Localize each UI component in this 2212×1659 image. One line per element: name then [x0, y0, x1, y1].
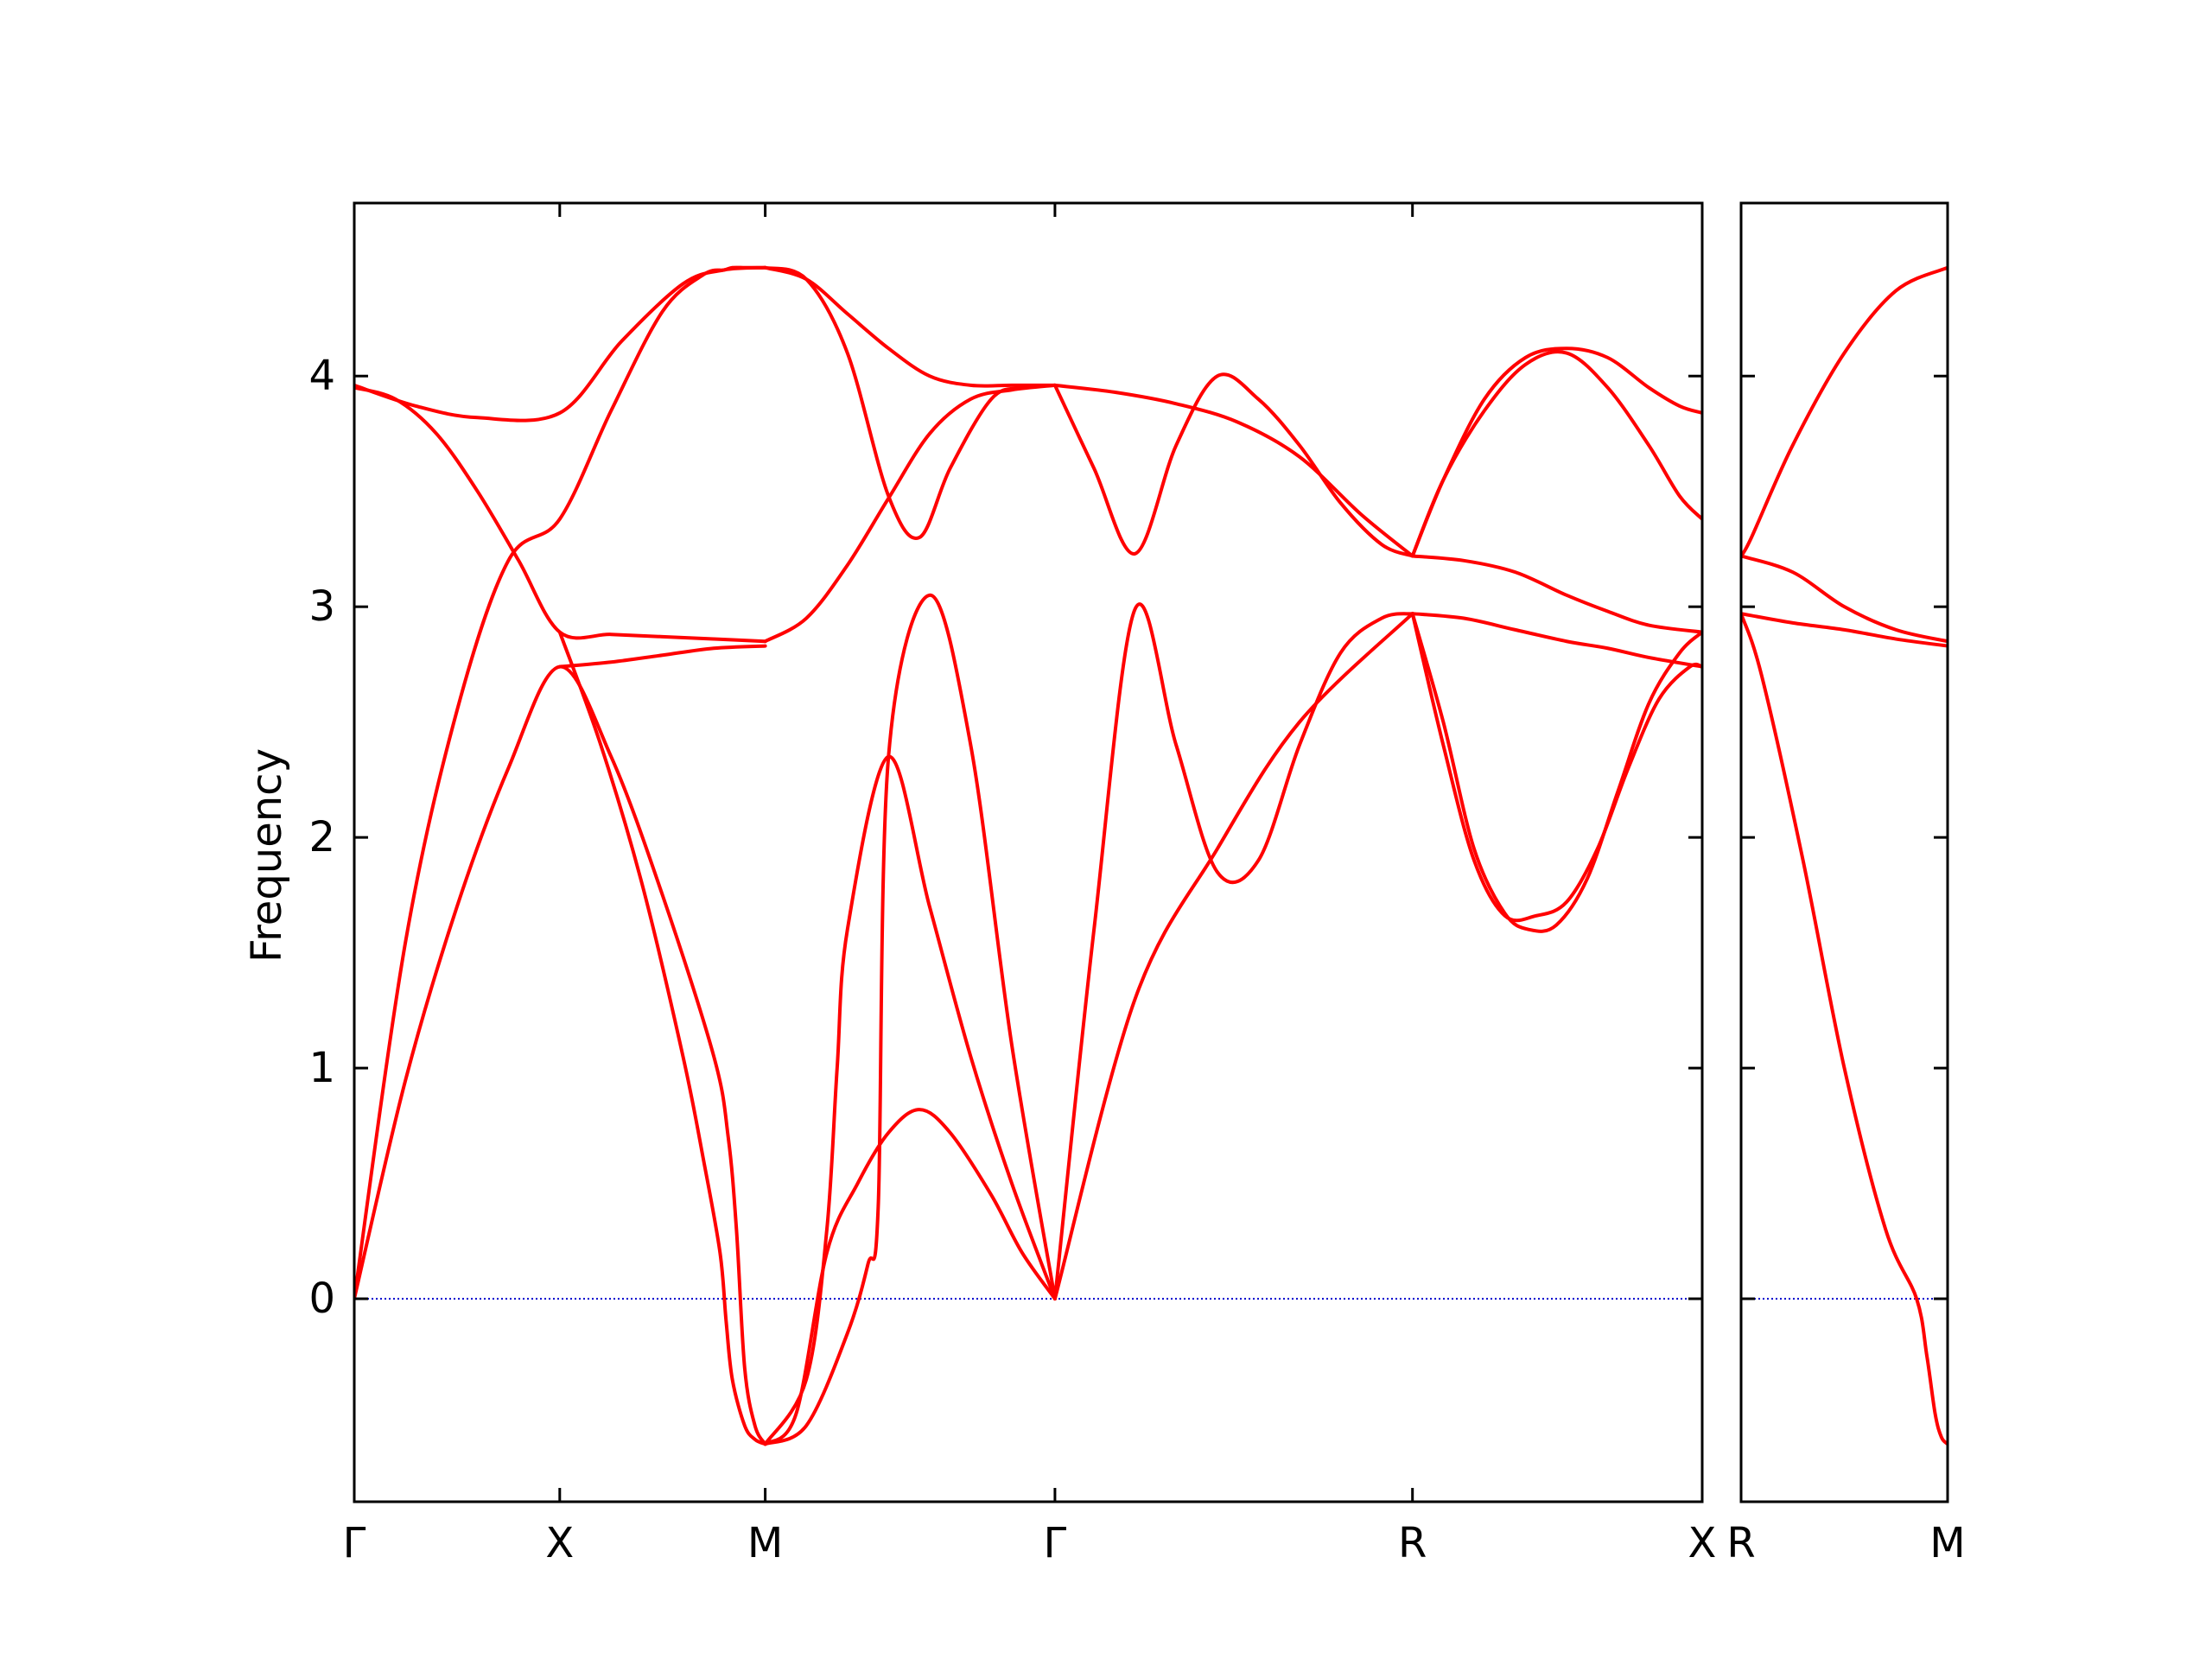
band-main-19: [1410, 612, 1702, 933]
band-main-9: [763, 1108, 1057, 1446]
y-tick-label: 1: [308, 1044, 335, 1092]
y-tick-label: 3: [308, 582, 335, 631]
band-main-11: [763, 265, 1057, 540]
x-tick-label: Γ: [1044, 1519, 1067, 1567]
band-main-21: [1410, 346, 1702, 558]
x-tick-label: Γ: [343, 1519, 366, 1567]
band-side-1: [1741, 612, 1948, 1446]
band-main-8: [763, 754, 1057, 1446]
band-main-7: [763, 593, 1057, 1446]
y-tick-label: 4: [308, 352, 335, 400]
y-axis-label: Frequency: [243, 748, 291, 963]
x-tick-label: M: [1929, 1519, 1965, 1567]
band-main-17: [1410, 612, 1702, 669]
x-tick-label: R: [1398, 1519, 1427, 1567]
band-main-20: [1410, 612, 1702, 923]
x-tick-label: R: [1726, 1519, 1755, 1567]
band-main-3: [354, 385, 767, 644]
band-main-14: [1052, 602, 1414, 1301]
band-main-18: [1410, 554, 1702, 634]
band-main-12: [763, 265, 1057, 388]
band-main-22: [1410, 350, 1702, 558]
x-tick-label: X: [1688, 1519, 1717, 1567]
y-tick-label: 0: [308, 1274, 335, 1323]
band-main-13: [1052, 612, 1414, 1301]
band-main-15: [1052, 372, 1414, 558]
band-main-4: [354, 265, 767, 423]
axes-frame: [1739, 201, 1949, 1503]
x-tick-label: X: [545, 1519, 574, 1567]
band-main-5: [557, 644, 767, 669]
axes-frame: [353, 201, 1704, 1503]
band-lines: [354, 265, 1702, 1446]
band-main-2: [354, 265, 767, 1301]
band-side-2: [1741, 612, 1948, 648]
x-tick-label: M: [747, 1519, 783, 1567]
band-side-4: [1741, 265, 1948, 558]
band-lines: [1741, 265, 1948, 1446]
band-main-16: [1052, 383, 1414, 558]
band-main-1: [354, 664, 767, 1446]
band-side-3: [1741, 554, 1948, 644]
band-main-6: [557, 630, 767, 1446]
y-tick-label: 2: [308, 813, 335, 861]
band-main-10: [763, 383, 1057, 644]
main-panel: 0 1 2 3 4 Γ X M Γ R X: [308, 201, 1717, 1567]
